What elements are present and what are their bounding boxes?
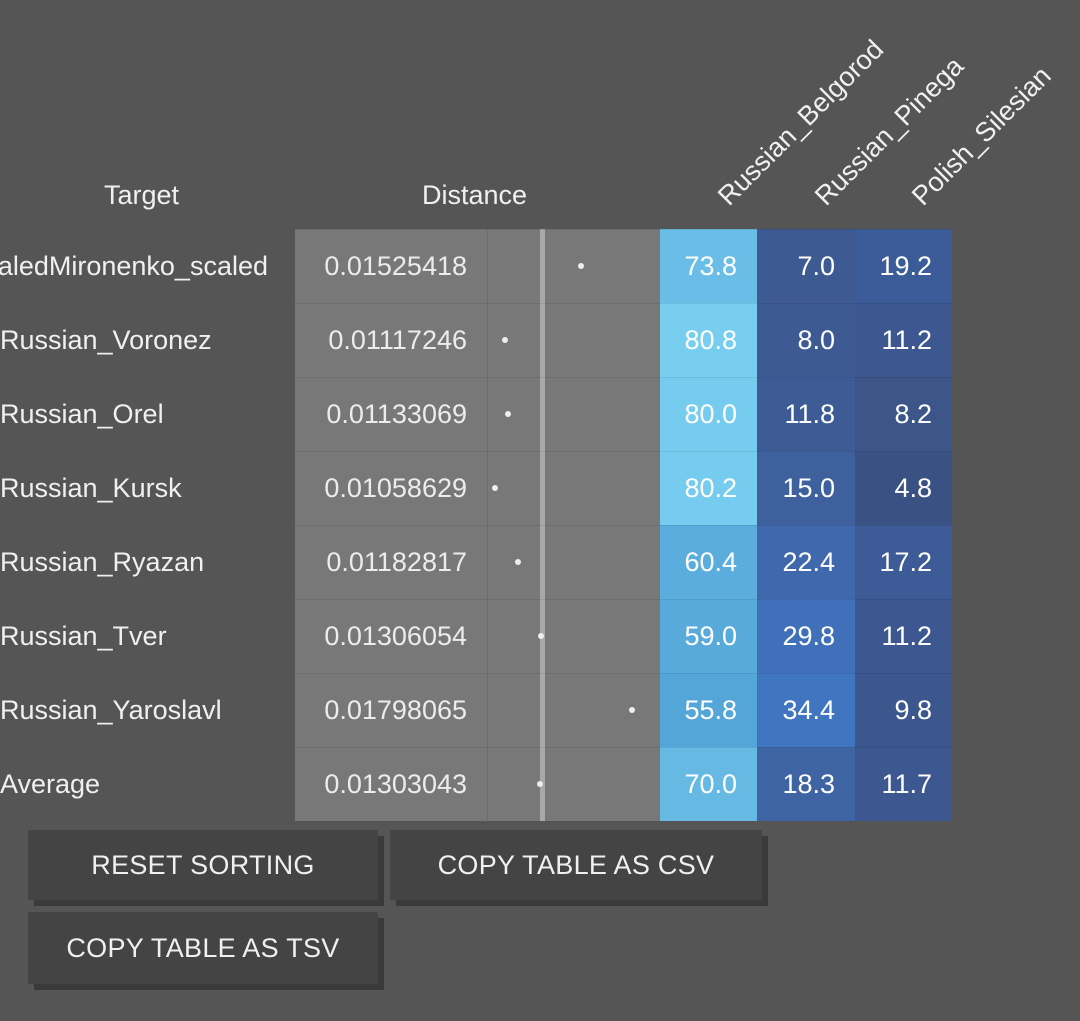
distance-dot	[491, 485, 498, 491]
table-row: Russian_Voronez 0.01117246 80.8 8.0 11.2	[0, 303, 952, 377]
row-value-cell: 80.0	[660, 377, 757, 451]
distance-plot-cell	[487, 451, 660, 525]
distance-dot	[505, 411, 512, 417]
distance-dot	[629, 707, 636, 713]
distance-dot	[537, 781, 543, 787]
row-value-cell: 11.7	[855, 747, 952, 821]
row-distance-value: 0.01525418	[295, 229, 487, 303]
row-separator	[295, 303, 952, 304]
distance-average-axis	[540, 229, 545, 303]
table-row: Russian_Tver 0.01306054 59.0 29.8 11.2	[0, 599, 952, 673]
row-value-cell: 80.2	[660, 451, 757, 525]
distance-plot-cell	[487, 673, 660, 747]
row-distance-value: 0.01133069	[295, 377, 487, 451]
row-value-cell: 8.0	[757, 303, 855, 377]
table-row: Average 0.01303043 70.0 18.3 11.7	[0, 747, 952, 821]
row-distance-value: 0.01303043	[295, 747, 487, 821]
row-value-cell: 17.2	[855, 525, 952, 599]
distance-average-axis	[540, 303, 545, 377]
row-value-cell: 18.3	[757, 747, 855, 821]
row-value-cell: 34.4	[757, 673, 855, 747]
row-separator	[295, 525, 952, 526]
distance-plot-cell	[487, 377, 660, 451]
row-target-text: Russian_Yaroslavl	[0, 695, 222, 725]
reset-sorting-button[interactable]: RESET SORTING	[28, 830, 378, 900]
row-value-cell: 59.0	[660, 599, 757, 673]
row-target-label: Russian_Yaroslavl	[0, 673, 268, 747]
row-target-label: Russian_Voronez	[0, 303, 268, 377]
table-row: Russian_Yaroslavl 0.01798065 55.8 34.4 9.8	[0, 673, 952, 747]
distance-average-axis	[540, 451, 545, 525]
row-value-cell: 73.8	[660, 229, 757, 303]
row-target-text: Average	[0, 769, 101, 799]
row-target-text: Russian_Tver	[0, 621, 167, 651]
row-distance-value: 0.01182817	[295, 525, 487, 599]
row-separator	[295, 747, 952, 748]
row-target-text: Kuban_Cossack_ScaledMironenko_scaled	[0, 251, 268, 281]
row-value-cell: 7.0	[757, 229, 855, 303]
table-row: Kuban_Cossack_ScaledMironenko_scaled 0.01…	[0, 229, 952, 303]
row-value-cell: 11.2	[855, 599, 952, 673]
row-value-cell: 11.2	[855, 303, 952, 377]
row-value-cell: 60.4	[660, 525, 757, 599]
distance-average-axis	[540, 673, 545, 747]
row-value-cell: 80.8	[660, 303, 757, 377]
distance-average-axis	[540, 377, 545, 451]
header-target[interactable]: Target	[104, 180, 180, 210]
row-distance-value: 0.01117246	[295, 303, 487, 377]
row-value-cell: 15.0	[757, 451, 855, 525]
row-value-cell: 22.4	[757, 525, 855, 599]
row-separator	[295, 229, 952, 230]
distance-plot-cell	[487, 303, 660, 377]
row-target-text: Russian_Voronez	[0, 325, 212, 355]
distance-dot	[578, 263, 585, 269]
row-target-text: Russian_Ryazan	[0, 547, 205, 577]
row-value-cell: 4.8	[855, 451, 952, 525]
row-separator	[295, 673, 952, 674]
row-distance-value: 0.01798065	[295, 673, 487, 747]
distance-plot-cell	[487, 525, 660, 599]
distance-dot	[537, 633, 544, 639]
row-target-label: Russian_Tver	[0, 599, 268, 673]
table-row: Russian_Kursk 0.01058629 80.2 15.0 4.8	[0, 451, 952, 525]
copy-table-csv-button[interactable]: COPY TABLE AS CSV	[390, 830, 762, 900]
row-value-cell: 29.8	[757, 599, 855, 673]
row-value-cell: 11.8	[757, 377, 855, 451]
header-distance[interactable]: Distance	[422, 180, 528, 210]
row-distance-value: 0.01306054	[295, 599, 487, 673]
row-separator	[295, 451, 952, 452]
row-distance-value: 0.01058629	[295, 451, 487, 525]
distance-dot	[514, 559, 521, 565]
distance-plot-cell	[487, 229, 660, 303]
row-value-cell: 70.0	[660, 747, 757, 821]
row-value-cell: 55.8	[660, 673, 757, 747]
row-target-label: Russian_Kursk	[0, 451, 268, 525]
row-value-cell: 8.2	[855, 377, 952, 451]
header-russian-belgorod[interactable]: Russian_Belgorod	[712, 33, 890, 212]
distance-plot-cell	[487, 599, 660, 673]
row-target-label: Russian_Orel	[0, 377, 268, 451]
row-target-text: Russian_Orel	[0, 399, 164, 429]
table-row: Russian_Orel 0.01133069 80.0 11.8 8.2	[0, 377, 952, 451]
copy-table-tsv-button[interactable]: COPY TABLE AS TSV	[28, 912, 378, 984]
table-row: Russian_Ryazan 0.01182817 60.4 22.4 17.2	[0, 525, 952, 599]
distance-average-axis	[540, 525, 545, 599]
row-target-label: Kuban_Cossack_ScaledMironenko_scaled	[0, 229, 268, 303]
row-target-text: Russian_Kursk	[0, 473, 182, 503]
row-value-cell: 19.2	[855, 229, 952, 303]
row-separator	[295, 377, 952, 378]
row-target-label: Russian_Ryazan	[0, 525, 268, 599]
distance-dot	[502, 337, 509, 343]
distance-plot-cell	[487, 747, 660, 821]
row-target-label: Average	[0, 747, 268, 821]
row-value-cell: 9.8	[855, 673, 952, 747]
row-separator	[295, 599, 952, 600]
